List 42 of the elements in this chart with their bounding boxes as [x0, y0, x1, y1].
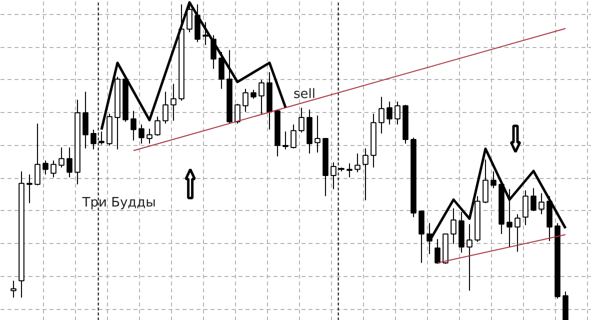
annotation: sell: [294, 87, 316, 102]
candlestick: [138, 124, 144, 144]
candlestick: [34, 123, 40, 186]
candlestick: [162, 91, 168, 124]
candlestick: [66, 146, 72, 178]
candlestick: [282, 131, 288, 150]
candlestick: [10, 280, 16, 298]
candlestick: [530, 188, 536, 212]
candlestick: [58, 146, 64, 168]
candlestick: [42, 160, 48, 175]
candlestick: [26, 174, 32, 204]
candlestick: [490, 170, 496, 189]
candlestick: [170, 83, 176, 122]
candlestick: [194, 4, 200, 43]
candlestick: [354, 153, 360, 173]
candlestick: [434, 238, 440, 264]
candlestick: [450, 208, 456, 244]
candlestick: [346, 162, 352, 178]
candlestick: [290, 124, 296, 149]
candlestick: [362, 148, 368, 201]
candlestick: [258, 80, 264, 116]
candlestick: [146, 128, 152, 144]
candlestick: [522, 190, 528, 226]
candlestick: [378, 96, 384, 134]
candlestick: [386, 101, 392, 126]
candlestick: [538, 192, 544, 215]
annotation: Три Будды: [81, 195, 156, 210]
candlestick: [466, 224, 472, 292]
candlestick: [314, 115, 320, 154]
candlestick: [514, 214, 520, 252]
candlestick: [234, 103, 240, 124]
candlestick: [130, 110, 136, 141]
candlestick: [298, 107, 304, 134]
candlestick: [50, 160, 56, 178]
candlestick: [482, 159, 488, 204]
candlestick: [154, 116, 160, 136]
candlestick: [218, 52, 224, 90]
candlestick: [202, 22, 208, 46]
candlestick: [82, 91, 88, 149]
candlestick: [394, 101, 400, 126]
candlestick: [418, 210, 424, 264]
candlestick: [242, 88, 248, 112]
